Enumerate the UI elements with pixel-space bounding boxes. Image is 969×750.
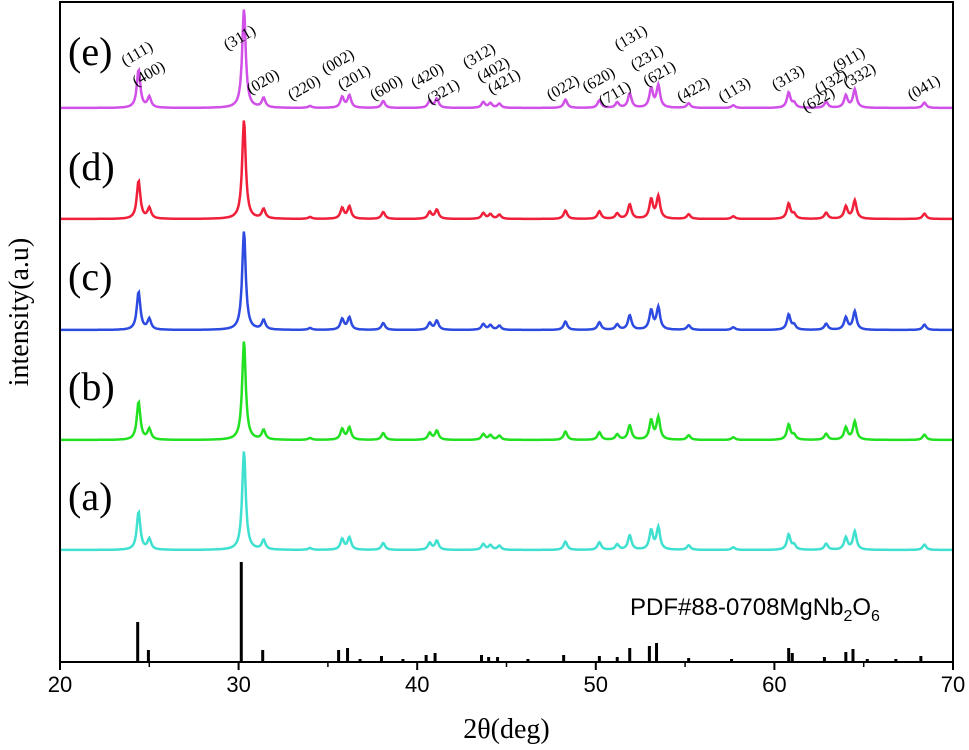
y-axis-title: intensity(a.u) bbox=[4, 238, 35, 387]
hkl-label: (220) bbox=[285, 72, 324, 104]
hkl-label: (022) bbox=[544, 72, 583, 104]
x-tick-label: 60 bbox=[762, 672, 786, 697]
series-line bbox=[60, 341, 953, 442]
series-line bbox=[60, 231, 953, 332]
hkl-label: (311) bbox=[221, 22, 259, 54]
series-labels: (a) (b) (c) (d) (e) bbox=[68, 29, 115, 519]
reference-label: PDF#88-0708MgNb2O6 bbox=[630, 594, 880, 625]
series-label: (c) bbox=[68, 254, 112, 299]
series-line bbox=[60, 451, 953, 552]
hkl-label: (113) bbox=[716, 74, 754, 106]
hkl-label: (041) bbox=[905, 72, 944, 104]
x-axis: 20 30 40 50 60 70 bbox=[48, 662, 965, 697]
series-label: (e) bbox=[68, 29, 112, 74]
x-axis-title: 2θ(deg) bbox=[463, 714, 550, 745]
hkl-label: (020) bbox=[244, 66, 283, 98]
x-tick-label: 20 bbox=[48, 672, 72, 697]
hkl-label: (313) bbox=[769, 62, 808, 94]
series-label: (a) bbox=[68, 474, 112, 519]
series-group bbox=[60, 9, 953, 552]
x-tick-label: 70 bbox=[941, 672, 965, 697]
series-label: (d) bbox=[68, 144, 115, 189]
hkl-label: (422) bbox=[674, 74, 713, 106]
x-tick-label: 50 bbox=[584, 672, 608, 697]
x-tick-label: 40 bbox=[405, 672, 429, 697]
series-line bbox=[60, 9, 953, 110]
x-tick-label: 30 bbox=[226, 672, 250, 697]
series-line bbox=[60, 120, 953, 221]
series-label: (b) bbox=[68, 364, 115, 409]
